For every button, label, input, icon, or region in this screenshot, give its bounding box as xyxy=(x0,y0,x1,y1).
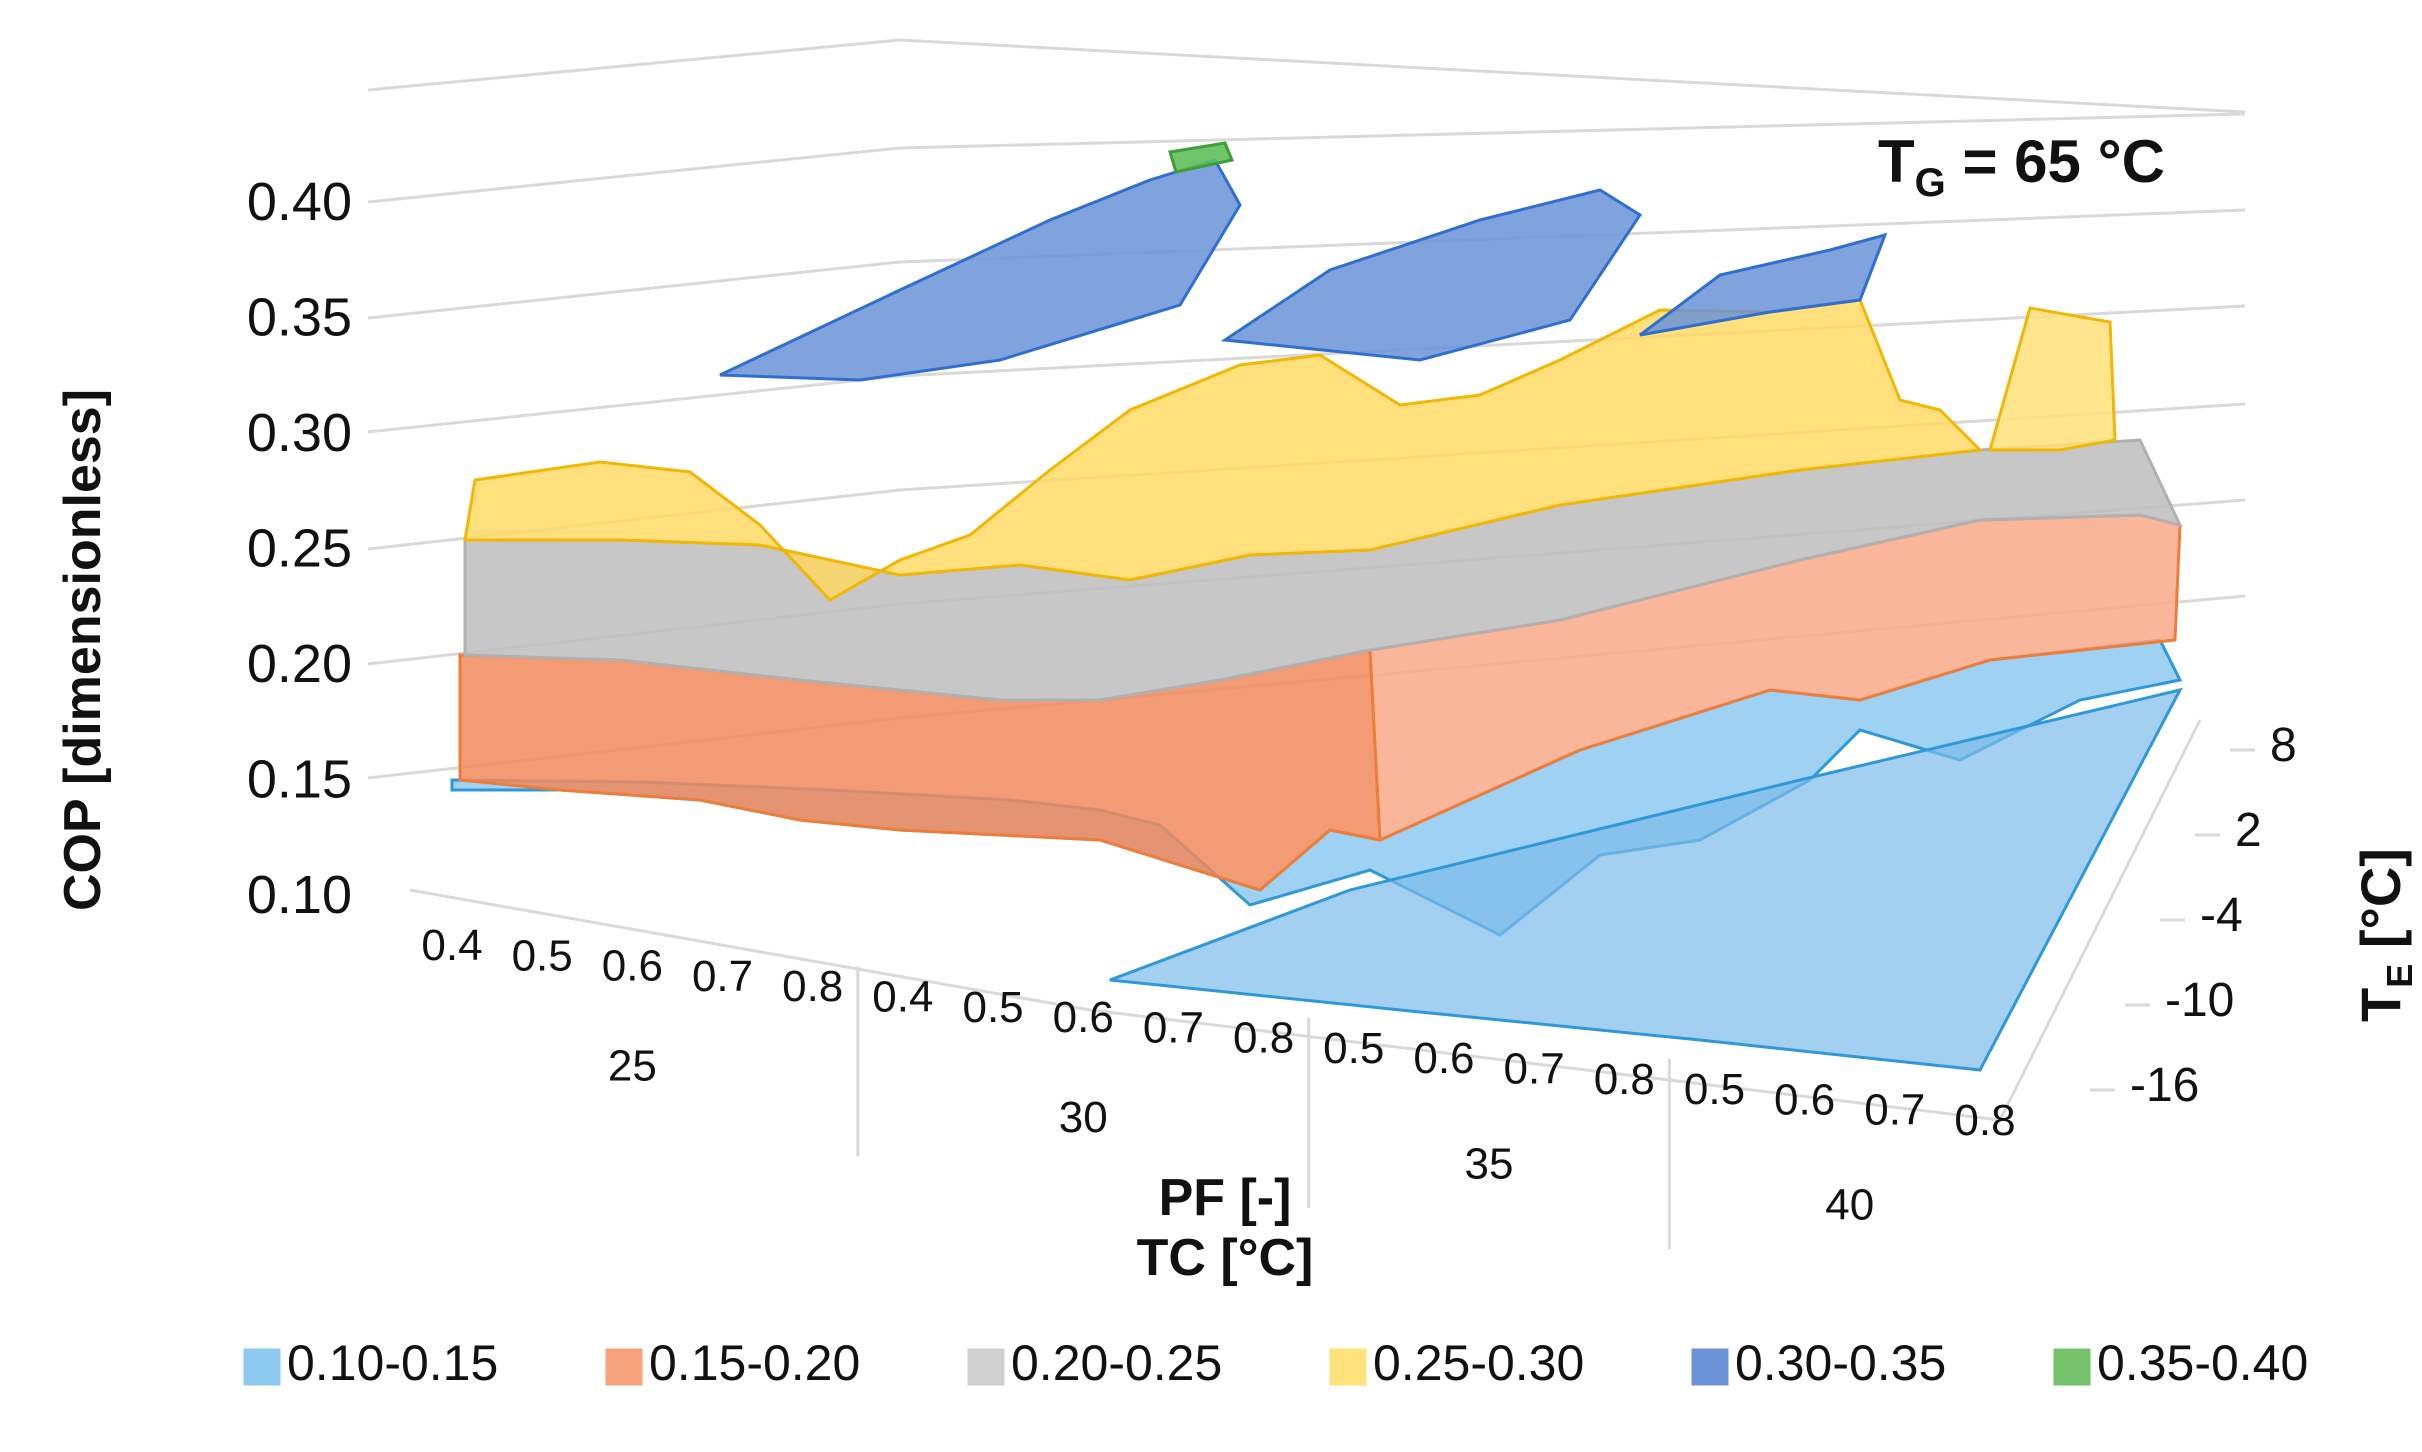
z-tick-0.25: 0.25 xyxy=(247,519,352,579)
x-tick-pf-3-2: 0.7 xyxy=(1864,1086,1925,1135)
x-tick-pf-1-0: 0.4 xyxy=(872,972,933,1021)
surface-band-0.30-0.35-b xyxy=(1220,188,1643,362)
x-tick-tc-40: 40 xyxy=(1825,1181,1874,1230)
legend-swatch-4 xyxy=(1691,1348,1729,1386)
x-tick-pf-3-0: 0.5 xyxy=(1684,1065,1745,1114)
x-tick-pf-2-2: 0.7 xyxy=(1504,1045,1565,1094)
legend-swatch-3 xyxy=(1329,1348,1367,1386)
legend-label-4: 0.30-0.35 xyxy=(1735,1335,1946,1391)
x-tick-pf-1-4: 0.8 xyxy=(1233,1014,1294,1063)
z-tick-0.35: 0.35 xyxy=(247,288,352,348)
surface-floor xyxy=(1109,687,2183,1072)
y-tick-8: 8 xyxy=(2270,719,2297,772)
x-axis-baseline xyxy=(409,888,2001,1122)
x-axis-label-secondary: TC [°C] xyxy=(1137,1229,1314,1287)
x-tick-pf-0-1: 0.5 xyxy=(512,931,573,980)
x-tick-pf-3-1: 0.6 xyxy=(1774,1075,1835,1124)
z-axis-ticks: 0.40 0.35 0.30 0.25 0.20 0.15 0.10 xyxy=(247,172,352,925)
y-axis-baseline xyxy=(1998,719,2202,1121)
z-tick-0.20: 0.20 xyxy=(247,634,352,694)
x-tick-tc-35: 35 xyxy=(1465,1139,1514,1188)
legend-swatch-0 xyxy=(243,1348,281,1386)
y-tick--4: -4 xyxy=(2200,889,2243,942)
x-axis-label-primary: PF [-] xyxy=(1159,1169,1292,1227)
x-tick-pf-0-0: 0.4 xyxy=(421,921,482,970)
x-tick-pf-2-0: 0.5 xyxy=(1323,1024,1384,1073)
z-tick-0.15: 0.15 xyxy=(247,750,352,810)
x-tick-pf-0-4: 0.8 xyxy=(782,962,843,1011)
x-tick-pf-1-2: 0.6 xyxy=(1053,993,1114,1042)
legend-label-0: 0.10-0.15 xyxy=(287,1335,498,1391)
y-tick-2: 2 xyxy=(2235,804,2262,857)
cop-surface xyxy=(450,141,2183,1072)
surface-band-0.30-0.35-a xyxy=(719,158,1242,382)
x-tick-tc-25: 25 xyxy=(608,1042,657,1091)
surface-band-0.30-0.35-c xyxy=(1639,232,1888,337)
x-axis-lines xyxy=(409,719,2202,1122)
x-tick-pf-1-1: 0.5 xyxy=(962,983,1023,1032)
gridline-0.40 xyxy=(367,112,2246,204)
x-axis-ticks: 0.4 0.5 0.6 0.7 0.8 0.4 0.5 0.6 0.7 0.8 0.5 0.6 0.7 0… xyxy=(421,921,2016,1249)
x-tick-tc-30: 30 xyxy=(1059,1093,1108,1142)
z-tick-0.10: 0.10 xyxy=(247,865,352,925)
x-tick-pf-0-3: 0.7 xyxy=(692,952,753,1001)
x-tick-pf-0-2: 0.6 xyxy=(602,942,663,991)
z-tick-0.30: 0.30 xyxy=(247,403,352,463)
legend: 0.10-0.15 0.15-0.20 0.20-0.25 0.25-0.30 0.30… xyxy=(243,1335,2308,1391)
gridline-top xyxy=(367,38,2246,114)
x-tick-pf-1-3: 0.7 xyxy=(1143,1003,1204,1052)
surface-band-0.35-0.40 xyxy=(1168,141,1235,174)
legend-label-3: 0.25-0.30 xyxy=(1373,1335,1584,1391)
legend-swatch-1 xyxy=(605,1348,643,1386)
surface-band-0.25-0.30-right xyxy=(1988,306,2117,452)
y-axis-label: TE [°C] xyxy=(2349,848,2420,1022)
z-axis-label: COP [dimensionless] xyxy=(54,389,112,911)
legend-swatch-2 xyxy=(967,1348,1005,1386)
y-tick--16: -16 xyxy=(2130,1059,2199,1112)
chart-title: TG = 65 °C xyxy=(1878,128,2165,205)
gridline-0.35 xyxy=(367,208,2246,320)
y-axis-ticks: 82 -4 -10 -16 xyxy=(2090,719,2297,1112)
z-tick-0.40: 0.40 xyxy=(247,172,352,232)
y-tick--10: -10 xyxy=(2165,974,2234,1027)
legend-label-5: 0.35-0.40 xyxy=(2097,1335,2308,1391)
legend-label-1: 0.15-0.20 xyxy=(649,1335,860,1391)
x-tick-pf-3-3: 0.8 xyxy=(1954,1096,2015,1145)
x-tick-pf-2-1: 0.6 xyxy=(1413,1034,1474,1083)
legend-label-2: 0.20-0.25 xyxy=(1011,1335,1222,1391)
x-tick-pf-2-3: 0.8 xyxy=(1594,1055,1655,1104)
legend-swatch-5 xyxy=(2053,1348,2091,1386)
